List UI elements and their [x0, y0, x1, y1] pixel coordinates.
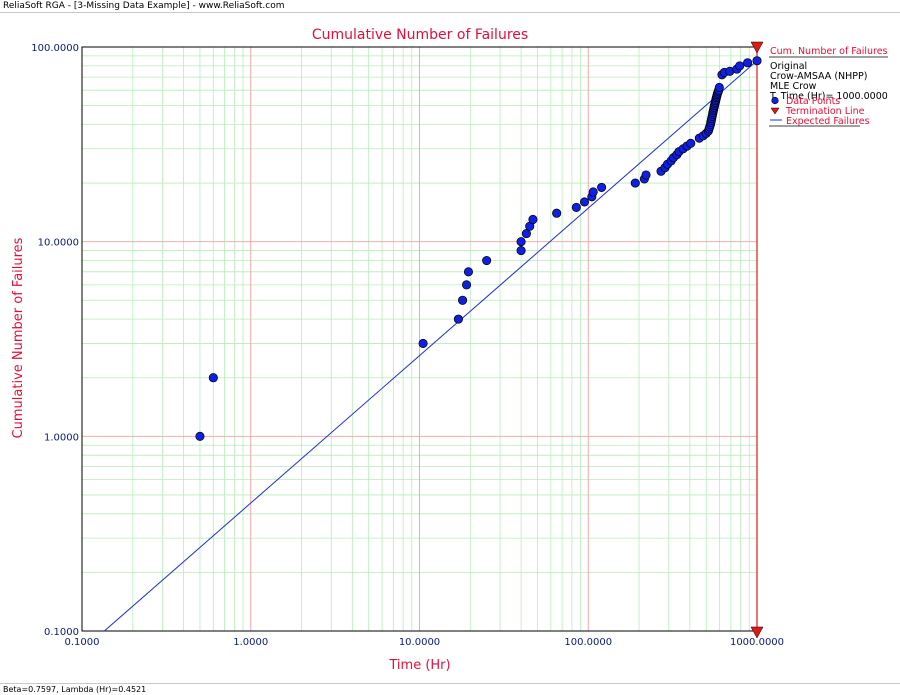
data-point [418, 338, 428, 349]
x-tick-label: 1.0000 [233, 637, 268, 648]
legend-line-2: Crow-AMSAA (NHPP) [770, 71, 867, 82]
data-point [528, 214, 538, 225]
legend-data-points: Data Points [786, 96, 840, 107]
y-tick-labels: 0.1000 1.0000 10.0000 100.0000 [31, 43, 79, 638]
legend-termination-line: Termination Line [785, 106, 865, 117]
data-points-layer [195, 56, 762, 441]
legend-line-3: MLE Crow [770, 81, 817, 92]
y-axis-label: Cumulative Number of Failures [11, 237, 26, 438]
x-tick-label: 0.1000 [65, 637, 100, 648]
data-point [597, 182, 607, 192]
data-point [735, 61, 745, 71]
data-point [552, 208, 562, 218]
window-title: ReliaSoft RGA - [3-Missing Data Example]… [0, 0, 900, 13]
data-point [630, 178, 640, 188]
data-point [521, 229, 531, 239]
x-tick-label: 10.0000 [399, 637, 440, 648]
legend-title: Cum. Number of Failures [770, 46, 888, 57]
y-tick-label: 100.0000 [31, 43, 79, 54]
x-tick-label: 1000.0000 [730, 637, 784, 648]
legend-data-points-marker [771, 96, 779, 105]
data-point [195, 431, 205, 441]
chart: 0.1000 1.0000 10.0000 100.0000 1000.0000 0.1… [11, 27, 888, 673]
data-point [458, 295, 468, 305]
legend-termination-marker [770, 107, 780, 115]
minor-grid [82, 47, 757, 631]
data-point [516, 237, 526, 247]
legend: Cum. Number of Failures Original Crow-AM… [769, 46, 888, 127]
data-point [571, 202, 581, 212]
legend-line-1: Original [770, 61, 807, 72]
data-point [743, 58, 753, 68]
x-tick-label: 100.0000 [564, 637, 612, 648]
data-point [482, 255, 492, 266]
data-point [752, 56, 762, 66]
termination-marker-top [750, 41, 764, 54]
data-point [208, 373, 218, 383]
data-point [714, 82, 724, 92]
data-point [588, 187, 598, 197]
data-point [516, 246, 526, 256]
chart-title: Cumulative Number of Failures [312, 27, 528, 43]
status-bar: Beta=0.7597, Lambda (Hr)=0.4521 [0, 683, 900, 694]
legend-expected-failures: Expected Failures [786, 116, 870, 127]
expected-failures-line [103, 60, 758, 632]
y-tick-label: 0.1000 [44, 627, 79, 638]
y-tick-label: 10.0000 [38, 238, 79, 249]
legend-line-4: T. Time (Hr)= 1000.0000 [769, 91, 888, 102]
termination-line-layer [750, 41, 764, 639]
data-point [463, 267, 473, 277]
data-point [461, 280, 472, 290]
data-point [453, 314, 463, 324]
y-tick-label: 1.0000 [44, 432, 79, 443]
data-point [579, 197, 590, 207]
data-point [641, 170, 651, 180]
data-point [686, 138, 696, 148]
expected-failures-layer [103, 60, 758, 632]
major-grid [82, 47, 757, 631]
x-axis-label: Time (Hr) [388, 658, 450, 673]
x-tick-labels: 0.1000 1.0000 10.0000 100.0000 1000.0000 [65, 637, 785, 648]
termination-marker-bottom [750, 626, 764, 639]
